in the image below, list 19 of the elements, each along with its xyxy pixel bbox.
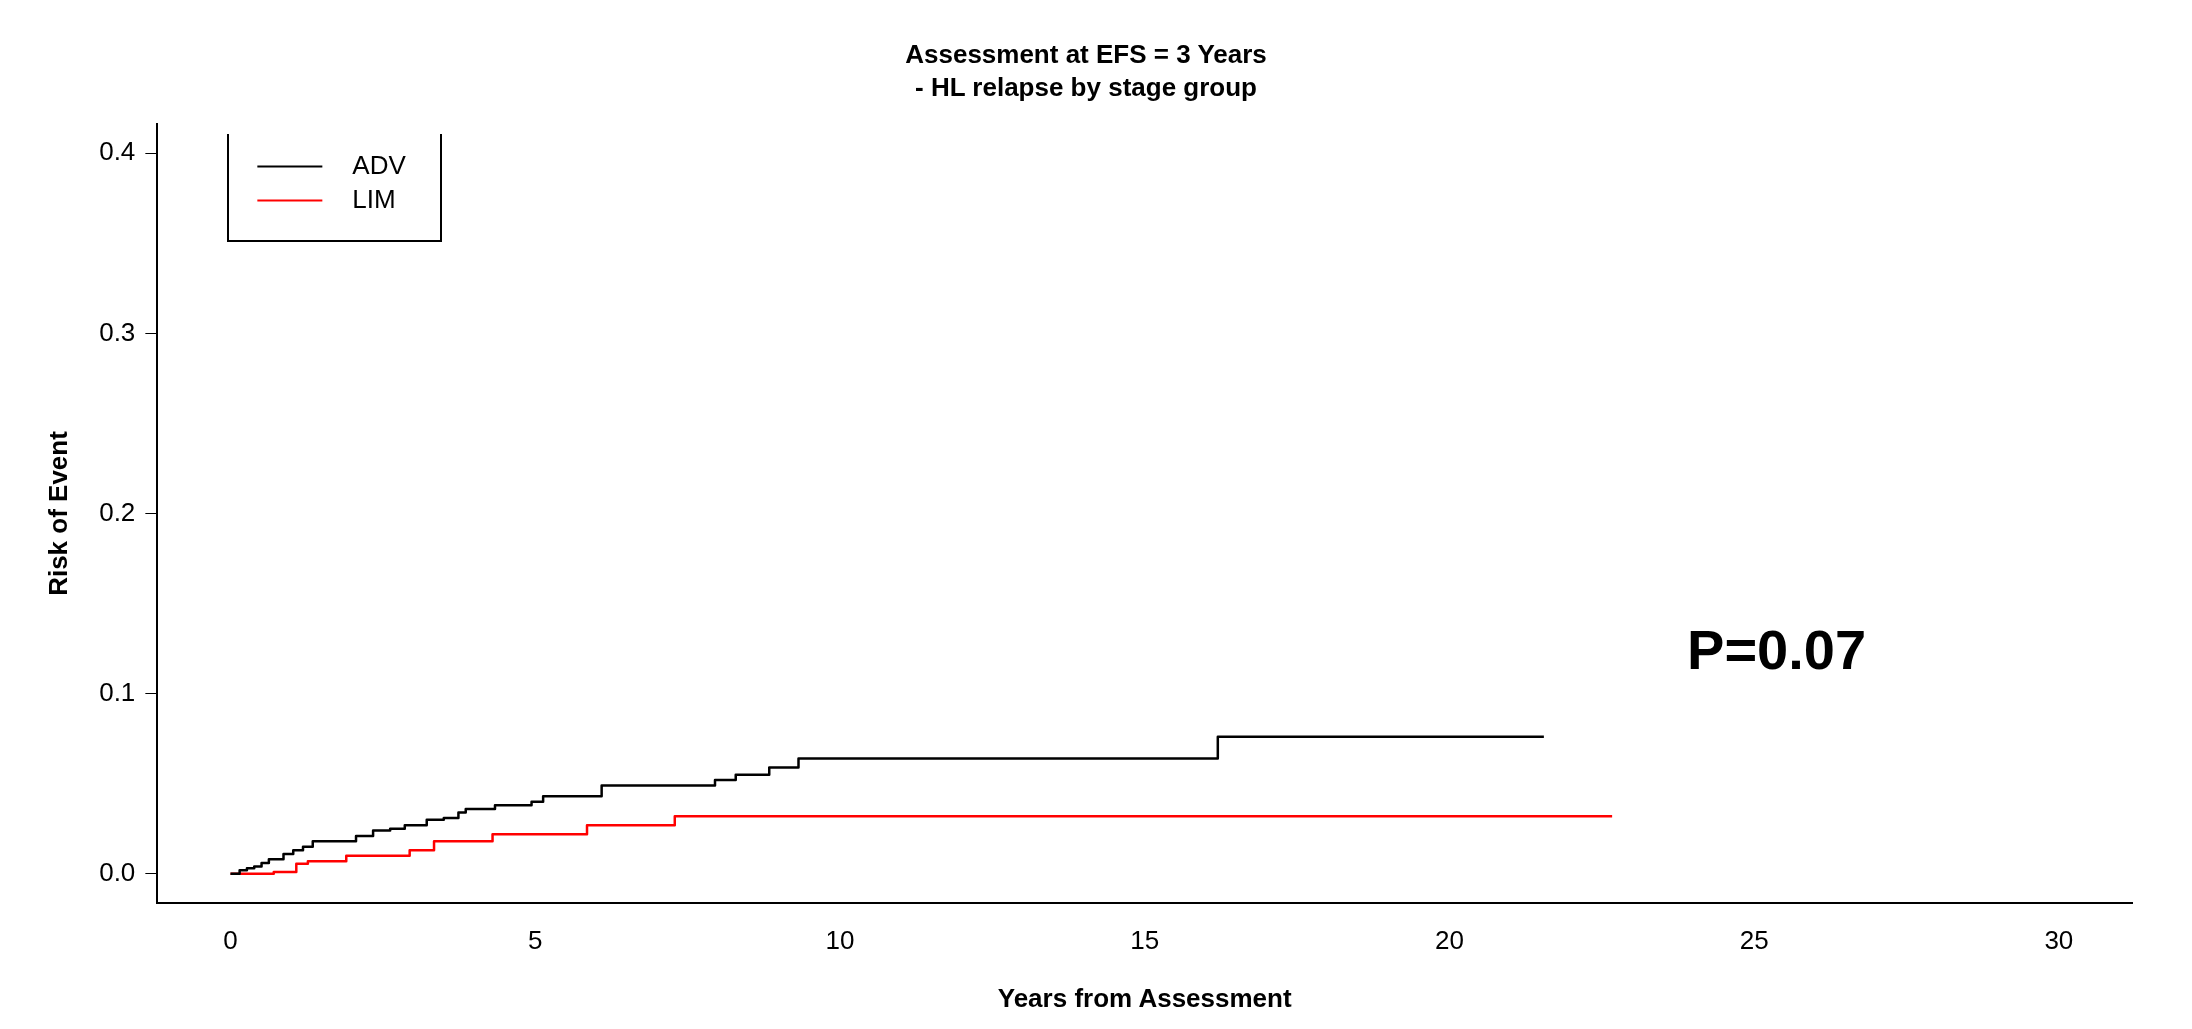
x-tick-label: 15 <box>1130 925 1160 956</box>
y-tick-label: 0.4 <box>99 136 136 167</box>
x-tick-label: 30 <box>2044 925 2074 956</box>
annotation: P=0.07 <box>1687 618 1867 682</box>
legend-label: LIM <box>352 183 396 214</box>
chart-title: Assessment at EFS = 3 Years <box>905 38 1267 69</box>
legend-label: ADV <box>352 149 407 180</box>
x-tick-label: 25 <box>1739 925 1769 956</box>
y-tick-label: 0.2 <box>99 496 136 527</box>
y-tick-label: 0.1 <box>99 676 136 707</box>
x-tick-label: 0 <box>223 925 238 956</box>
x-axis-title: Years from Assessment <box>997 982 1292 1013</box>
chart-subtitle: - HL relapse by stage group <box>915 71 1257 102</box>
y-tick-label: 0.3 <box>99 316 136 347</box>
x-tick-label: 5 <box>527 925 543 956</box>
x-tick-label: 10 <box>825 925 855 956</box>
x-tick-label: 20 <box>1434 925 1464 956</box>
y-tick-label: 0.0 <box>99 856 136 887</box>
y-axis-title: Risk of Event <box>42 430 73 596</box>
